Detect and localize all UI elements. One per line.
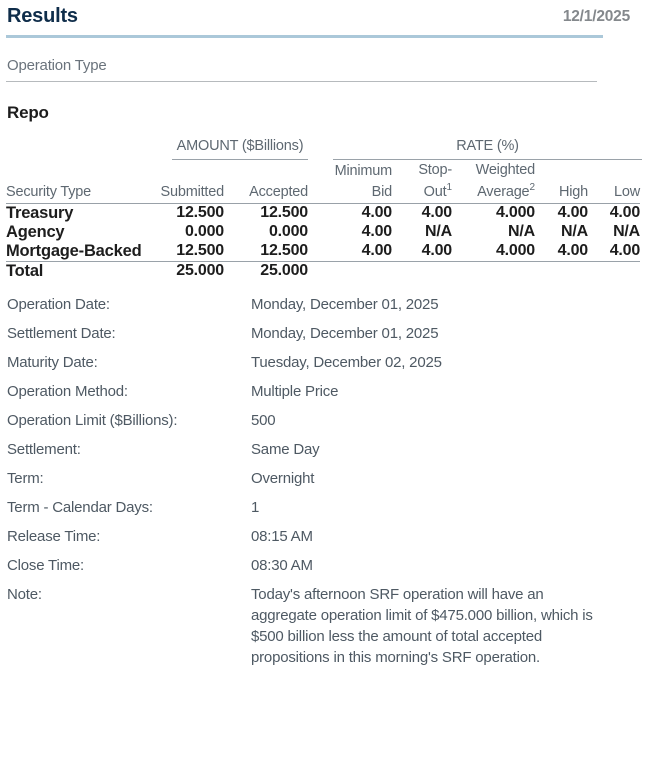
accepted-cell: 0.000 [268, 223, 308, 241]
detail-row-operation-method: Operation Method: Multiple Price [0, 377, 654, 406]
col-header-accepted: Accepted [224, 160, 308, 204]
stop-out-cell: 4.00 [421, 204, 453, 222]
weighted-average-footnote-marker: 2 [529, 182, 535, 194]
rate-group-label: RATE (%) [333, 138, 643, 160]
header-date: 12/1/2025 [562, 8, 630, 25]
col-header-minimum-bid: Minimum Bid [308, 160, 392, 204]
detail-row-operation-limit: Operation Limit ($Billions): 500 [0, 406, 654, 435]
title-rule [6, 35, 603, 38]
page-header: Results 12/1/2025 [0, 0, 654, 28]
detail-value: 500 [251, 411, 276, 429]
total-label: Total [6, 260, 160, 281]
detail-value: 08:15 AM [251, 527, 313, 545]
detail-value: Same Day [251, 440, 320, 458]
results-table: AMOUNT ($Billions) RATE (%) Security Typ… [6, 138, 643, 281]
detail-row-term-calendar-days: Term - Calendar Days: 1 [0, 493, 654, 522]
detail-row-note: Note: Today's afternoon SRF operation wi… [0, 580, 654, 672]
detail-value: Monday, December 01, 2025 [251, 295, 439, 313]
accepted-cell: 12.500 [260, 204, 308, 222]
detail-value: Tuesday, December 02, 2025 [251, 353, 442, 371]
low-cell: N/A [613, 223, 641, 241]
table-row-mortgage-backed: Mortgage-Backed 12.500 12.500 4.00 4.00 … [6, 242, 640, 262]
detail-label: Note: [7, 585, 42, 603]
total-submitted-cell: 25.000 [160, 260, 224, 281]
detail-label: Close Time: [7, 556, 84, 574]
submitted-cell: 12.500 [176, 242, 224, 260]
detail-value: Monday, December 01, 2025 [251, 324, 439, 342]
detail-row-release-time: Release Time: 08:15 AM [0, 522, 654, 551]
detail-label: Term - Calendar Days: [7, 498, 153, 516]
detail-label: Operation Date: [7, 295, 110, 313]
col-header-high: High [535, 160, 588, 204]
total-accepted-cell: 25.000 [224, 260, 308, 281]
detail-row-term: Term: Overnight [0, 464, 654, 493]
table-row-total: Total 25.000 25.000 [6, 260, 641, 281]
low-cell: 4.00 [609, 242, 641, 260]
detail-row-maturity-date: Maturity Date: Tuesday, December 02, 202… [0, 348, 654, 377]
accepted-cell: 12.500 [260, 242, 308, 260]
detail-label: Operation Method: [7, 382, 128, 400]
operation-details-list: Operation Date: Monday, December 01, 202… [0, 290, 654, 672]
table-row-agency: Agency 0.000 0.000 4.00 N/A N/A N/A N/A [6, 223, 640, 242]
stop-out-footnote-marker: 1 [446, 182, 452, 194]
low-cell: 4.00 [609, 204, 641, 222]
high-cell: N/A [561, 223, 588, 241]
detail-label: Operation Limit ($Billions): [7, 411, 178, 429]
rate-group-header: RATE (%) [308, 138, 643, 160]
security-type-cell: Agency [6, 222, 65, 241]
weighted-average-cell: 4.000 [495, 242, 535, 260]
minimum-bid-cell: 4.00 [361, 204, 393, 222]
operation-type-label: Operation Type [7, 57, 107, 74]
minimum-bid-cell: 4.00 [361, 223, 393, 241]
detail-row-close-time: Close Time: 08:30 AM [0, 551, 654, 580]
detail-label: Settlement: [7, 440, 81, 458]
detail-row-settlement: Settlement: Same Day [0, 435, 654, 464]
security-type-cell: Treasury [6, 203, 74, 222]
minimum-bid-cell: 4.00 [361, 242, 393, 260]
detail-row-settlement-date: Settlement Date: Monday, December 01, 20… [0, 319, 654, 348]
stop-out-cell: N/A [425, 223, 452, 241]
detail-label: Settlement Date: [7, 324, 116, 342]
detail-label: Release Time: [7, 527, 101, 545]
weighted-average-cell: 4.000 [495, 204, 535, 222]
group-header-row: AMOUNT ($Billions) RATE (%) [6, 138, 643, 160]
weighted-average-cell: N/A [508, 223, 535, 241]
amount-group-header: AMOUNT ($Billions) [160, 138, 308, 160]
page-title: Results [7, 5, 78, 27]
detail-label: Term: [7, 469, 44, 487]
col-header-weighted-average: Weighted Average2 [452, 160, 535, 204]
detail-value: 08:30 AM [251, 556, 313, 574]
detail-row-operation-date: Operation Date: Monday, December 01, 202… [0, 290, 654, 319]
detail-label: Maturity Date: [7, 353, 98, 371]
submitted-cell: 0.000 [184, 223, 224, 241]
column-header-row: Security Type Submitted Accepted Minimum… [6, 160, 640, 204]
high-cell: 4.00 [557, 204, 589, 222]
detail-value: 1 [251, 498, 260, 516]
col-header-low: Low [588, 160, 640, 204]
group-header-spacer [6, 138, 160, 160]
operation-type-rule [6, 81, 597, 82]
col-header-submitted: Submitted [160, 160, 224, 204]
amount-group-label: AMOUNT ($Billions) [172, 138, 308, 160]
table-row-treasury: Treasury 12.500 12.500 4.00 4.00 4.000 4… [6, 203, 640, 223]
col-header-security-type: Security Type [6, 160, 160, 204]
detail-value: Multiple Price [251, 382, 339, 400]
col-header-stop-out: Stop- Out1 [392, 160, 452, 204]
detail-value: Overnight [251, 469, 315, 487]
submitted-cell: 12.500 [176, 204, 224, 222]
stop-out-cell: 4.00 [421, 242, 453, 260]
security-type-cell: Mortgage-Backed [6, 241, 142, 260]
high-cell: 4.00 [557, 242, 589, 260]
operation-type-value: Repo [7, 103, 49, 122]
detail-value: Today's afternoon SRF operation will hav… [251, 585, 593, 666]
